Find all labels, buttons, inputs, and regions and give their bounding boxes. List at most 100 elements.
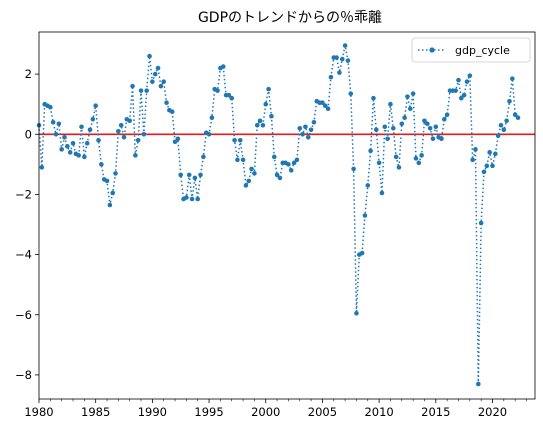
- data-point: [257, 118, 263, 124]
- data-point: [385, 136, 390, 142]
- data-point: [464, 79, 470, 84]
- data-point: [110, 190, 115, 196]
- data-point: [433, 124, 439, 130]
- data-point: [515, 115, 521, 121]
- data-point: [150, 79, 155, 84]
- data-point: [373, 127, 379, 133]
- data-point: [351, 166, 356, 172]
- legend-box: [411, 37, 531, 63]
- data-point: [178, 172, 184, 178]
- data-point: [189, 196, 195, 202]
- data-point: [252, 171, 257, 176]
- data-point: [371, 95, 376, 101]
- data-point: [419, 153, 424, 158]
- data-point: [67, 150, 73, 155]
- y-tick-label: −2: [15, 187, 32, 201]
- data-point: [198, 172, 203, 178]
- data-point: [65, 144, 70, 149]
- data-point: [53, 131, 59, 137]
- x-tick-label: 1980: [24, 405, 53, 419]
- data-point: [427, 125, 433, 131]
- data-point: [388, 101, 393, 107]
- data-point: [107, 202, 113, 208]
- data-point: [232, 138, 237, 143]
- data-point: [70, 141, 76, 146]
- y-tick-label: −8: [15, 368, 32, 382]
- data-point: [195, 196, 201, 202]
- data-point: [50, 119, 56, 125]
- data-point: [237, 138, 243, 143]
- data-point: [379, 190, 385, 196]
- data-point: [220, 64, 226, 69]
- legend-label: gdp_cycle: [455, 44, 510, 57]
- data-point: [362, 213, 368, 218]
- x-tick-label: 2010: [364, 405, 393, 419]
- data-point: [215, 88, 220, 93]
- data-point: [345, 58, 351, 63]
- data-point: [104, 178, 110, 184]
- data-point: [186, 172, 192, 178]
- data-point: [99, 162, 104, 167]
- data-point: [39, 165, 45, 170]
- data-point: [504, 118, 509, 124]
- data-point: [144, 88, 149, 93]
- data-point: [164, 100, 169, 105]
- data-point: [439, 136, 444, 142]
- data-point: [470, 157, 475, 163]
- x-tick-label: 2000: [251, 405, 280, 419]
- y-axis: −8 −6 −4 −2 0 2: [15, 67, 39, 382]
- data-point: [444, 112, 450, 118]
- data-point: [322, 103, 328, 108]
- data-point: [161, 79, 167, 84]
- data-point: [359, 250, 365, 256]
- data-point: [382, 124, 388, 130]
- data-point: [59, 147, 64, 152]
- data-point: [93, 103, 98, 108]
- data-point: [459, 95, 464, 101]
- data-point: [235, 157, 240, 163]
- data-point: [82, 154, 87, 160]
- x-tick-label: 1995: [194, 405, 223, 419]
- data-point: [473, 147, 478, 152]
- series-layer: [36, 43, 521, 387]
- data-point: [320, 100, 325, 105]
- data-point: [390, 125, 396, 131]
- data-point: [260, 122, 266, 128]
- data-point: [512, 112, 518, 118]
- data-point: [269, 113, 274, 119]
- data-point: [141, 131, 147, 137]
- data-point: [501, 127, 507, 133]
- data-point: [147, 53, 152, 59]
- data-point: [328, 74, 334, 80]
- plot-border: [38, 31, 536, 400]
- data-point: [206, 131, 212, 137]
- data-point: [133, 153, 138, 158]
- data-point: [342, 43, 348, 48]
- data-point: [425, 121, 430, 127]
- data-point: [113, 171, 118, 176]
- data-point: [416, 160, 422, 166]
- data-point: [365, 183, 371, 188]
- y-tick-label: −4: [15, 248, 32, 262]
- data-point: [130, 83, 135, 89]
- data-point: [201, 154, 206, 160]
- data-point: [430, 136, 436, 142]
- data-point: [135, 138, 141, 143]
- data-point: [209, 115, 215, 121]
- data-point: [487, 150, 492, 155]
- data-point: [277, 175, 283, 181]
- data-point: [393, 154, 399, 160]
- data-point: [96, 138, 101, 143]
- data-point: [288, 168, 294, 173]
- data-point: [229, 95, 235, 101]
- chart-title: GDPのトレンドからの％乖離: [198, 9, 382, 26]
- data-point: [407, 106, 413, 112]
- data-point: [246, 178, 252, 184]
- data-point: [354, 310, 359, 316]
- data-point: [254, 122, 260, 128]
- plot-background: [39, 32, 535, 399]
- data-point: [175, 136, 181, 142]
- data-point: [481, 169, 487, 175]
- data-point: [266, 86, 271, 92]
- data-point: [334, 55, 339, 60]
